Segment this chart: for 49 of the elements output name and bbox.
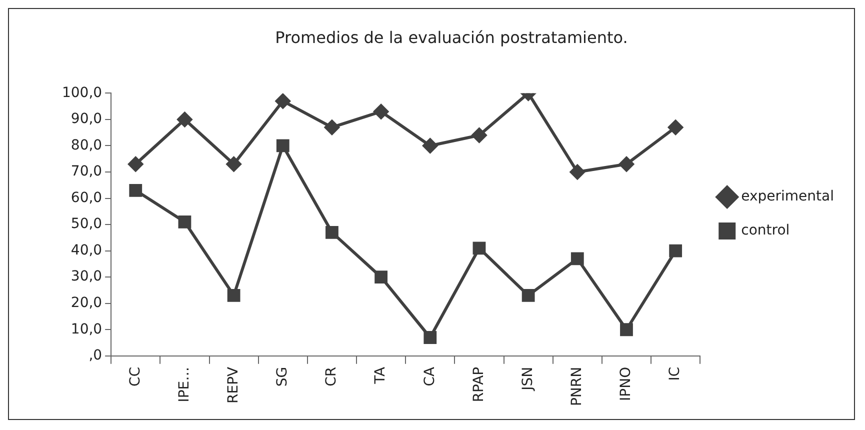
point: [276, 139, 290, 152]
point: [618, 156, 634, 172]
legend-label: experimental: [741, 188, 834, 205]
y-tick-label: 50,0: [70, 216, 102, 232]
point: [374, 270, 388, 284]
x-tick-label: REPV: [225, 366, 242, 404]
y-tick-label: 90,0: [70, 111, 102, 128]
y-tick-label: 80,0: [70, 137, 102, 154]
chart-title: Promedios de la evaluación postratamiento.: [275, 28, 628, 47]
point: [178, 215, 192, 228]
point: [324, 120, 340, 135]
point: [424, 331, 437, 344]
point: [129, 184, 142, 197]
y-tick-label: 10,0: [70, 321, 102, 338]
point: [374, 104, 389, 120]
legend-label: control: [741, 222, 790, 239]
point: [275, 94, 290, 109]
y-tick-label: 70,0: [70, 164, 102, 180]
point: [226, 156, 242, 172]
point: [128, 156, 144, 172]
x-tick-label: RPAP: [470, 366, 487, 402]
y-tick-label: 40,0: [70, 242, 102, 258]
point: [620, 323, 633, 336]
x-tick-label: CA: [422, 366, 438, 386]
point: [177, 112, 192, 127]
point: [570, 164, 585, 180]
x-tick-label: IC: [667, 366, 684, 381]
point: [472, 128, 487, 143]
y-tick-label: 30,0: [70, 268, 102, 285]
x-tick-label: CR: [324, 366, 340, 386]
point: [522, 289, 535, 302]
point: [669, 244, 682, 258]
point: [570, 252, 584, 266]
y-tick-label: ,0: [88, 348, 102, 364]
point: [668, 120, 684, 135]
x-tick-label: CC: [127, 366, 144, 386]
y-tick-label: 100,0: [62, 84, 102, 101]
x-tick-label: SG: [274, 366, 291, 387]
x-tick-label: PNRN: [569, 366, 586, 406]
point: [422, 138, 438, 154]
point: [472, 242, 486, 255]
x-tick-label: IPE…: [176, 366, 192, 402]
y-tick-label: 20,0: [70, 294, 102, 311]
x-tick-label: TA: [372, 366, 389, 385]
y-tick-label: 60,0: [70, 190, 102, 206]
x-tick-label: JSN: [520, 366, 536, 392]
point: [326, 226, 338, 239]
x-tick-label: IPNO: [618, 366, 634, 401]
point: [227, 289, 240, 302]
